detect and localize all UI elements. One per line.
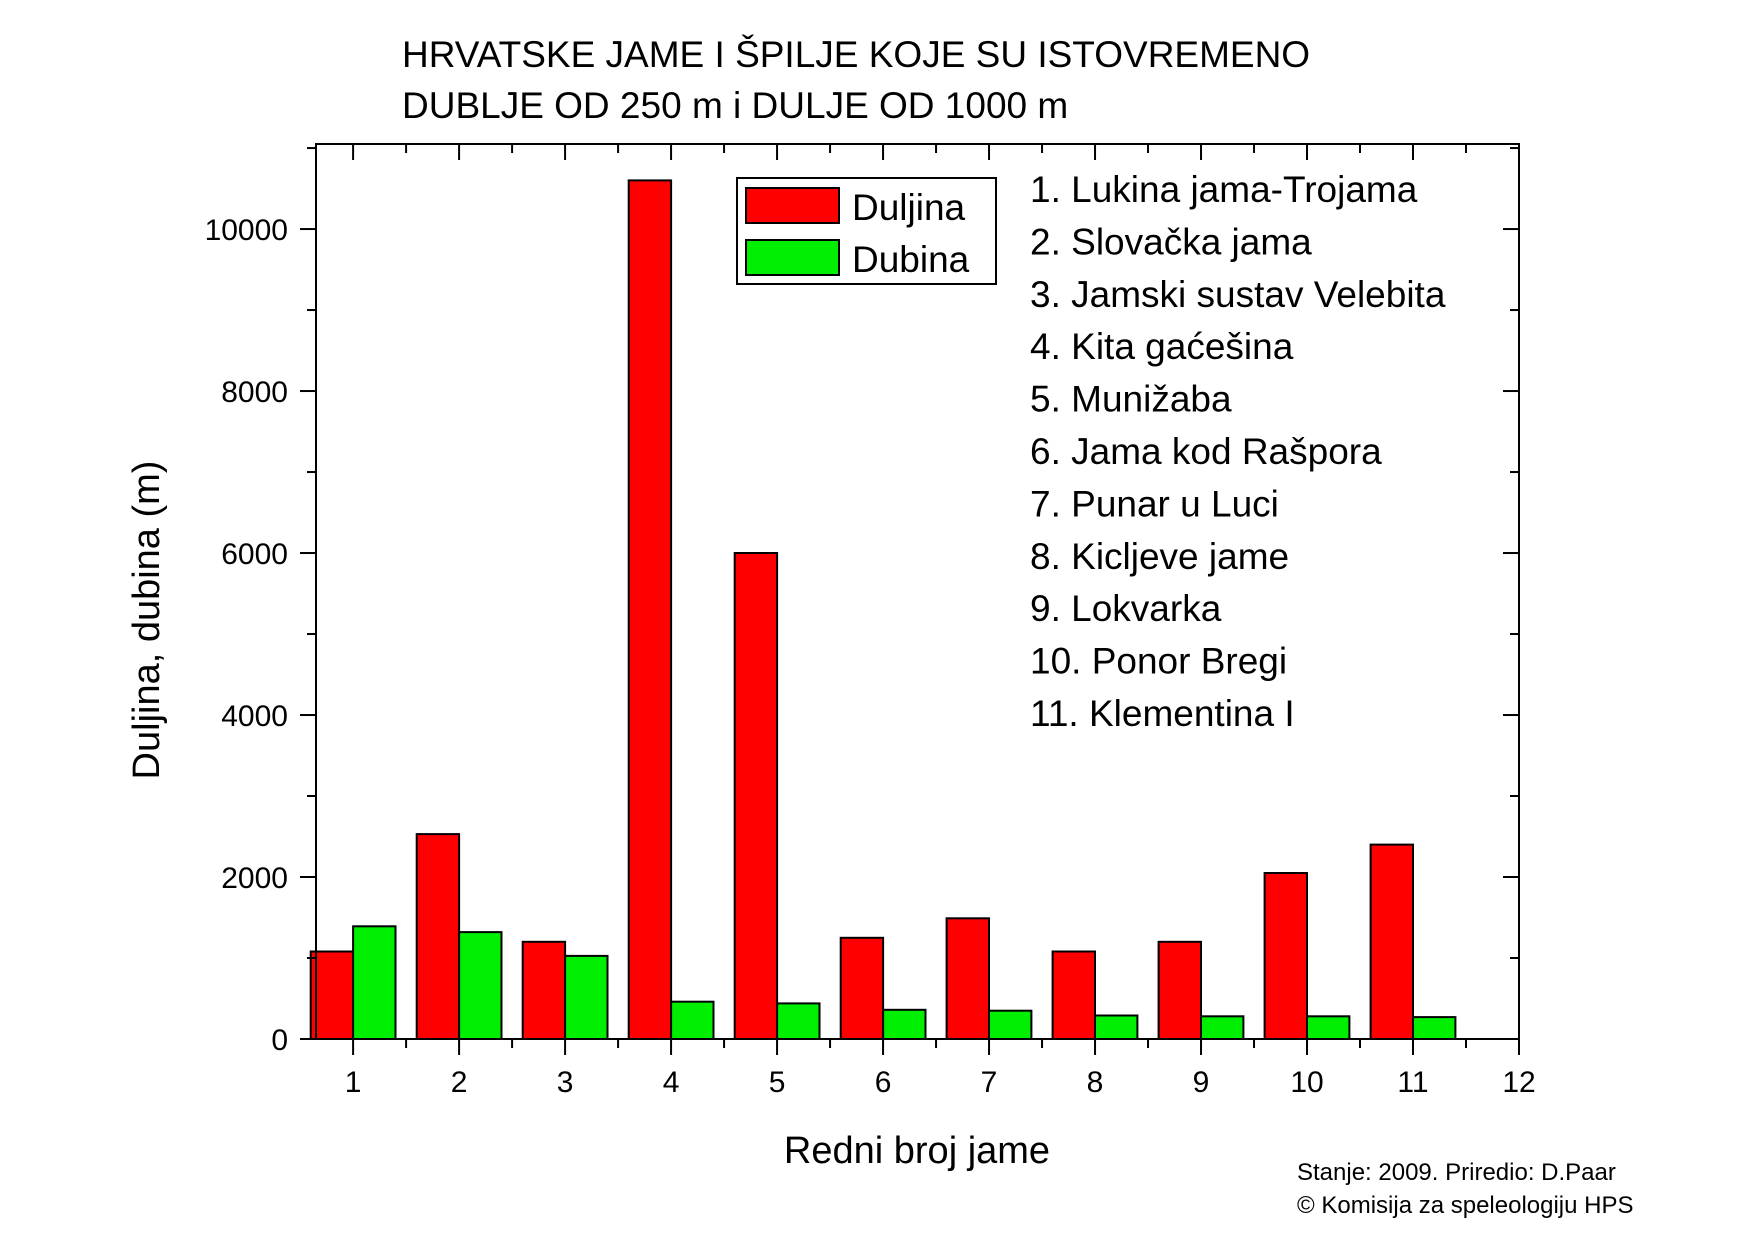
bar-dubina-9 (1200, 1015, 1245, 1040)
bar-dubina-6 (882, 1008, 927, 1040)
bar-duljina-11 (1369, 843, 1414, 1040)
x-tick-label-2: 2 (451, 1066, 468, 1099)
credit-line-1: Stanje: 2009. Priredio: D.Paar (1297, 1159, 1616, 1186)
bar-duljina-9 (1157, 940, 1202, 1040)
x-tick-label-3: 3 (557, 1066, 574, 1099)
y-tick-label-4000: 4000 (221, 700, 288, 733)
y-axis-title: Duljina, dubina (m) (126, 461, 168, 780)
x-tick-label-7: 7 (981, 1066, 998, 1099)
x-tick-label-6: 6 (875, 1066, 892, 1099)
bar-dubina-4 (670, 1000, 715, 1041)
cave-name-3: 3. Jamski sustav Velebita (1030, 274, 1446, 315)
bar-duljina-10 (1263, 872, 1308, 1040)
chart-title: HRVATSKE JAME I ŠPILJE KOJE SU ISTOVREME… (402, 34, 1310, 126)
chart-title-line-1: HRVATSKE JAME I ŠPILJE KOJE SU ISTOVREME… (402, 34, 1310, 75)
bar-duljina-5 (733, 552, 779, 1040)
x-tick-label-1: 1 (345, 1066, 362, 1099)
x-tick-label-12: 12 (1502, 1066, 1535, 1099)
x-tick-label-8: 8 (1087, 1066, 1104, 1099)
cave-name-9: 9. Lokvarka (1030, 588, 1222, 629)
bar-dubina-2 (458, 931, 503, 1040)
bar-duljina-7 (945, 917, 990, 1040)
legend: Duljina Dubina (736, 177, 997, 285)
legend-label-duljina: Duljina (852, 187, 966, 228)
cave-name-5: 5. Munižaba (1030, 379, 1232, 420)
bar-duljina-3 (521, 940, 567, 1040)
bar-duljina-6 (839, 936, 885, 1040)
y-tick-label-8000: 8000 (221, 376, 288, 409)
plot-frame (315, 143, 1520, 1040)
bar-dubina-1 (352, 925, 397, 1040)
bar-dubina-8 (1094, 1014, 1139, 1040)
cave-name-6: 6. Jama kod Rašpora (1030, 431, 1382, 472)
bar-duljina-1 (309, 950, 355, 1040)
y-tick-label-10000: 10000 (205, 214, 288, 247)
y-tick-label-2000: 2000 (221, 862, 288, 895)
bar-dubina-10 (1306, 1015, 1351, 1040)
cave-name-8: 8. Kicljeve jame (1030, 536, 1289, 577)
cave-name-10: 10. Ponor Bregi (1030, 641, 1287, 682)
x-tick-labels: 1 2 3 4 5 6 7 8 9 10 11 12 (345, 1066, 1536, 1099)
cave-name-7: 7. Punar u Luci (1030, 483, 1279, 524)
bar-dubina-7 (988, 1009, 1033, 1041)
bar-duljina-4 (627, 179, 673, 1040)
chart-title-line-2: DUBLJE OD 250 m i DULJE OD 1000 m (402, 85, 1068, 126)
cave-names-list: 1. Lukina jama-Trojama 2. Slovačka jama 3.… (1030, 169, 1446, 734)
x-tick-label-4: 4 (663, 1066, 680, 1099)
credit-line-2: © Komisija za speleologiju HPS (1297, 1192, 1634, 1219)
legend-swatch-duljina (745, 187, 840, 224)
bar-dubina-11 (1412, 1016, 1457, 1040)
x-tick-label-11: 11 (1397, 1066, 1428, 1099)
x-tick-label-9: 9 (1193, 1066, 1210, 1099)
cave-name-11: 11. Klementina I (1030, 693, 1295, 734)
bars (309, 179, 1457, 1041)
y-tick-label-0: 0 (271, 1024, 288, 1057)
cave-name-2: 2. Slovačka jama (1030, 221, 1312, 262)
bar-duljina-8 (1051, 950, 1096, 1040)
legend-swatch-dubina (745, 239, 840, 276)
x-tick-label-10: 10 (1290, 1066, 1323, 1099)
legend-label-dubina: Dubina (852, 239, 970, 280)
cave-name-4: 4. Kita gaćešina (1030, 326, 1294, 367)
x-axis-title: Redni broj jame (784, 1130, 1050, 1172)
axis-ticks (300, 144, 1520, 1055)
bar-duljina-2 (415, 833, 461, 1040)
bar-dubina-3 (564, 954, 609, 1041)
y-tick-label-6000: 6000 (221, 538, 288, 571)
bar-dubina-5 (776, 1002, 821, 1041)
cave-name-1: 1. Lukina jama-Trojama (1030, 169, 1418, 210)
x-tick-label-5: 5 (769, 1066, 786, 1099)
y-tick-labels: 0 2000 4000 6000 8000 10000 (205, 214, 288, 1057)
